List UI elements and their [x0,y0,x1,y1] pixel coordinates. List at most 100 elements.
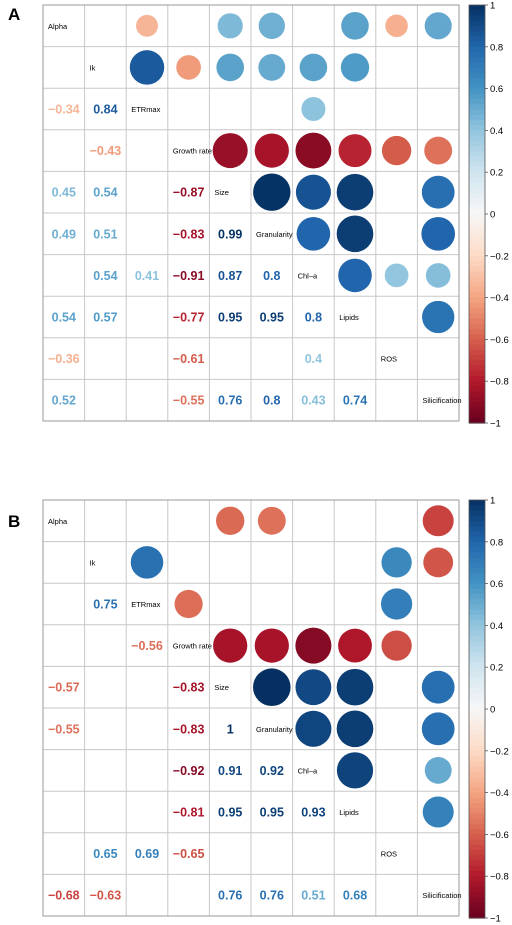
colorbar-segment [469,308,485,314]
colorbar-segment [469,130,485,137]
correlation-value: −0.83 [173,681,205,695]
correlation-value: 0.95 [260,311,284,325]
colorbar-segment [469,287,485,293]
correlation-value: 0.49 [52,227,76,241]
correlation-value: 0.75 [93,598,117,612]
colorbar-segment [469,729,485,736]
colorbar-segment [469,386,485,393]
colorbar-segment [469,709,485,715]
colorbar-segment [469,203,485,210]
panel-label: A [8,5,20,24]
colorbar-segment [469,719,485,726]
colorbar-tick-label: 1 [490,496,495,507]
correlation-circle [338,134,372,168]
grid [43,5,459,421]
colorbar-segment [469,724,485,731]
colorbar-segment [469,803,485,809]
correlation-circle [295,132,332,169]
colorbar-segment [469,15,485,22]
correlation-circle [422,796,454,828]
colorbar-segment [469,750,485,757]
colorbar-segment [469,334,485,340]
correlation-value: 1 [227,722,234,736]
colorbar-segment [469,193,485,199]
colorbar-segment [469,166,485,173]
colorbar-segment [469,557,485,564]
colorbar-segment [469,229,485,236]
colorbar-segment [469,620,485,626]
correlation-circle [424,756,452,784]
correlation-value: 0.76 [218,394,242,408]
colorbar-segment [469,31,485,37]
colorbar-segment [469,756,485,762]
colorbar-segment [469,224,485,231]
correlation-value: 0.84 [93,103,117,117]
variable-label: Size [214,188,229,197]
colorbar-segment [469,609,485,616]
colorbar-segment [469,635,485,642]
colorbar-segment [469,10,485,17]
correlation-circle [257,506,286,535]
correlation-circle [129,50,165,85]
colorbar-segment [469,573,485,579]
correlation-circle [421,175,455,209]
colorbar-segment [469,782,485,788]
correlation-value: 0.54 [93,269,117,283]
colorbar-tick-label: −0.2 [490,746,509,757]
correlation-circle [299,53,328,82]
correlation-circle [341,11,369,40]
variable-label: ROS [381,850,397,859]
colorbar-segment [469,766,485,773]
colorbar-segment [469,500,485,506]
colorbar-segment [469,109,485,116]
colorbar-segment [469,672,485,679]
correlation-value: −0.83 [173,722,205,736]
correlation-value: −0.36 [48,352,80,366]
correlation-value: 0.91 [218,764,242,778]
colorbar-segment [469,667,485,674]
colorbar-segment [469,172,485,179]
correlation-circle [216,53,245,82]
colorbar-segment [469,344,485,351]
colorbar-segment [469,146,485,152]
colorbar-segment [469,661,485,668]
colorbar-segment [469,135,485,142]
colorbar-segment [469,714,485,721]
colorbar-segment [469,25,485,32]
colorbar-segment [469,41,485,48]
colorbar-tick-label: 0.6 [490,84,503,95]
colorbar-segment [469,578,485,585]
correlation-circle [212,133,248,169]
panel-B: B Alpha Ik ETRmax Growth rate Size Granularity… [8,496,509,925]
plot-frame [42,4,460,422]
colorbar-segment [469,245,485,252]
colorbar-segment [469,641,485,647]
colorbar-segment [469,72,485,79]
correlation-value: −0.34 [48,103,80,117]
correlation-circle [424,136,453,165]
correlation-circle [384,263,409,288]
colorbar-segment [469,703,485,710]
colorbar-segment [469,876,485,883]
colorbar-segment [469,567,485,574]
colorbar-segment [469,407,485,414]
variable-label: Silicification [422,396,461,405]
correlation-circle [296,216,331,251]
correlation-value: 0.74 [343,394,367,408]
colorbar-segment [469,255,485,262]
colorbar-segment [469,625,485,632]
correlation-circle [422,505,454,537]
correlation-value: 0.65 [93,847,117,861]
colorbar-segment [469,78,485,84]
colorbar-segment [469,276,485,283]
colorbar-tick-label: 0.6 [490,579,503,590]
colorbar-segment [469,771,485,778]
colorbar-segment [469,588,485,595]
correlation-circle [252,668,291,706]
colorbar-segment [469,156,485,163]
colorbar-segment [469,646,485,653]
colorbar-segment [469,349,485,356]
colorbar-tick-label: 0.8 [490,537,503,548]
colorbar-segment [469,599,485,606]
colorbar-segment [469,541,485,548]
